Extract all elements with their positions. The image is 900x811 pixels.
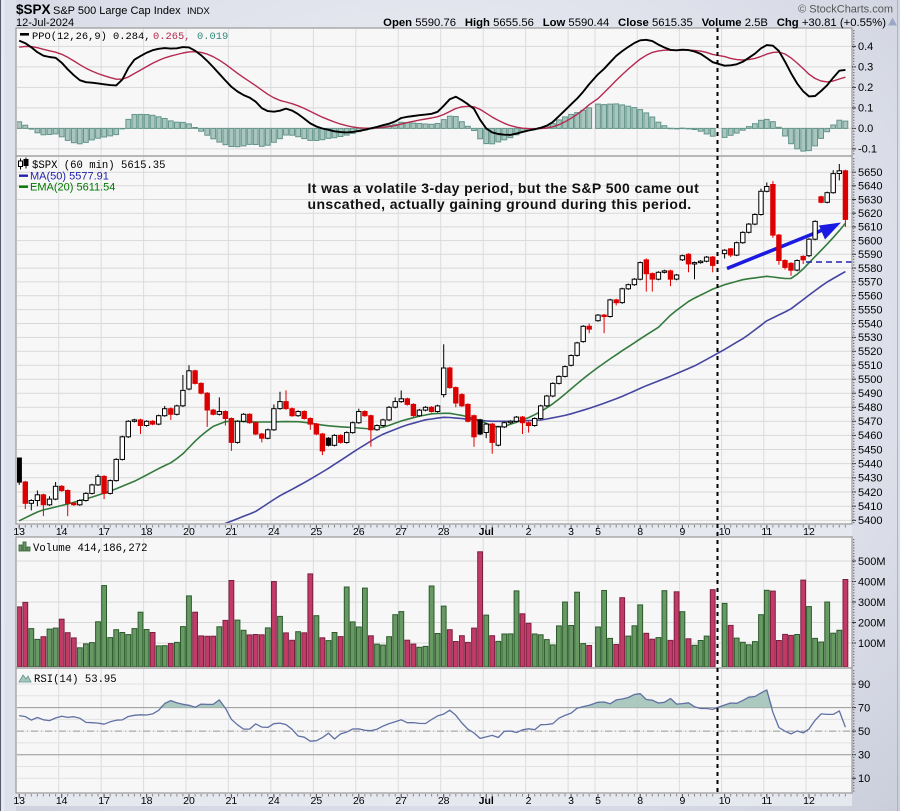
svg-text:24: 24 [268, 526, 280, 538]
svg-text:5490: 5490 [858, 388, 882, 400]
svg-text:0.3: 0.3 [858, 62, 873, 74]
svg-text:2: 2 [526, 795, 532, 807]
svg-text:18: 18 [141, 795, 153, 807]
svg-text:10: 10 [719, 795, 731, 807]
svg-text:27: 27 [395, 795, 407, 807]
svg-text:9: 9 [679, 795, 685, 807]
svg-text:20: 20 [183, 526, 195, 538]
svg-text:70: 70 [858, 702, 870, 714]
svg-text:500M: 500M [858, 556, 886, 568]
svg-text:INDX: INDX [187, 6, 210, 17]
svg-text:13: 13 [13, 795, 25, 807]
svg-text:5590: 5590 [858, 249, 882, 261]
svg-text:PPO(12,26,9) 0.284,: PPO(12,26,9) 0.284, [32, 31, 150, 43]
svg-text:18: 18 [141, 526, 153, 538]
svg-text:5440: 5440 [858, 458, 882, 470]
svg-text:5520: 5520 [858, 346, 882, 358]
svg-text:3: 3 [568, 526, 574, 538]
svg-text:5600: 5600 [858, 235, 882, 247]
svg-text:12: 12 [803, 795, 815, 807]
svg-text:5450: 5450 [858, 444, 882, 456]
svg-text:Volume 414,186,272: Volume 414,186,272 [33, 543, 147, 555]
svg-text:13: 13 [13, 526, 25, 538]
svg-text:0.1: 0.1 [858, 103, 873, 115]
svg-text:400M: 400M [858, 576, 886, 588]
svg-text:5640: 5640 [858, 181, 882, 193]
svg-text:10: 10 [858, 773, 870, 785]
svg-text:27: 27 [395, 526, 407, 538]
svg-text:Jul: Jul [479, 526, 494, 538]
svg-text:5610: 5610 [858, 222, 882, 234]
svg-text:26: 26 [353, 526, 365, 538]
svg-text:100M: 100M [858, 638, 886, 650]
svg-text:$SPX: $SPX [16, 2, 51, 17]
svg-text:5420: 5420 [858, 487, 882, 499]
svg-text:5550: 5550 [858, 304, 882, 316]
svg-text:S&P 500 Large Cap Index: S&P 500 Large Cap Index [53, 5, 181, 17]
svg-text:2: 2 [526, 526, 532, 538]
svg-text:5560: 5560 [858, 291, 882, 303]
svg-text:28: 28 [438, 795, 450, 807]
svg-text:-0.1: -0.1 [858, 144, 877, 156]
svg-text:5: 5 [595, 526, 601, 538]
svg-text:0.265,: 0.265, [153, 31, 190, 43]
svg-text:5460: 5460 [858, 430, 882, 442]
svg-text:5470: 5470 [858, 416, 882, 428]
svg-text:5650: 5650 [858, 167, 882, 179]
svg-text:5540: 5540 [858, 318, 882, 330]
svg-text:MA(50) 5577.91: MA(50) 5577.91 [30, 171, 109, 183]
svg-text:5430: 5430 [858, 473, 882, 485]
svg-text:20: 20 [183, 795, 195, 807]
svg-text:5620: 5620 [858, 208, 882, 220]
svg-text:5: 5 [595, 795, 601, 807]
svg-text:0.019: 0.019 [197, 31, 228, 43]
svg-text:21: 21 [226, 795, 238, 807]
svg-text:8: 8 [637, 795, 643, 807]
svg-text:unscathed, actually gaining gr: unscathed, actually gaining ground durin… [308, 196, 692, 212]
svg-text:25: 25 [311, 795, 323, 807]
svg-text:It was a volatile 3-day period: It was a volatile 3-day period, but the … [308, 180, 700, 196]
svg-text:8: 8 [637, 526, 643, 538]
svg-text:5630: 5630 [858, 194, 882, 206]
svg-text:9: 9 [679, 526, 685, 538]
svg-text:EMA(20) 5611.54: EMA(20) 5611.54 [30, 182, 115, 194]
svg-text:14: 14 [56, 795, 68, 807]
svg-text:50: 50 [858, 726, 870, 738]
svg-text:$SPX (60 min) 5615.35: $SPX (60 min) 5615.35 [32, 160, 166, 172]
svg-text:17: 17 [98, 795, 110, 807]
svg-text:30: 30 [858, 750, 870, 762]
svg-text:11: 11 [761, 526, 772, 538]
svg-text:12: 12 [803, 526, 815, 538]
svg-text:24: 24 [268, 795, 280, 807]
svg-text:0.2: 0.2 [858, 82, 873, 94]
svg-text:21: 21 [226, 526, 238, 538]
svg-text:11: 11 [761, 795, 772, 807]
svg-text:3: 3 [568, 795, 574, 807]
svg-text:5500: 5500 [858, 374, 882, 386]
svg-text:28: 28 [438, 526, 450, 538]
svg-text:300M: 300M [858, 597, 886, 609]
svg-text:5400: 5400 [858, 515, 882, 527]
svg-text:0.4: 0.4 [858, 41, 873, 53]
svg-text:17: 17 [98, 526, 110, 538]
svg-text:RSI(14) 53.95: RSI(14) 53.95 [34, 674, 117, 686]
svg-text:14: 14 [56, 526, 68, 538]
svg-text:5410: 5410 [858, 501, 882, 513]
svg-text:10: 10 [719, 526, 731, 538]
svg-text:5570: 5570 [858, 277, 882, 289]
svg-text:90: 90 [858, 679, 870, 691]
svg-text:Jul: Jul [479, 795, 494, 807]
svg-text:© StockCharts.com: © StockCharts.com [798, 4, 893, 16]
svg-text:25: 25 [311, 526, 323, 538]
svg-text:0.0: 0.0 [858, 123, 873, 135]
svg-text:200M: 200M [858, 617, 886, 629]
svg-text:5580: 5580 [858, 263, 882, 275]
svg-text:Open 5590.76 High 5655.56 Lo: Open 5590.76 High 5655.56 Low 5590.44 Cl… [383, 17, 886, 29]
svg-text:26: 26 [353, 795, 365, 807]
svg-text:5510: 5510 [858, 360, 882, 372]
svg-text:12-Jul-2024: 12-Jul-2024 [16, 17, 74, 29]
svg-text:5530: 5530 [858, 332, 882, 344]
svg-text:5480: 5480 [858, 402, 882, 414]
